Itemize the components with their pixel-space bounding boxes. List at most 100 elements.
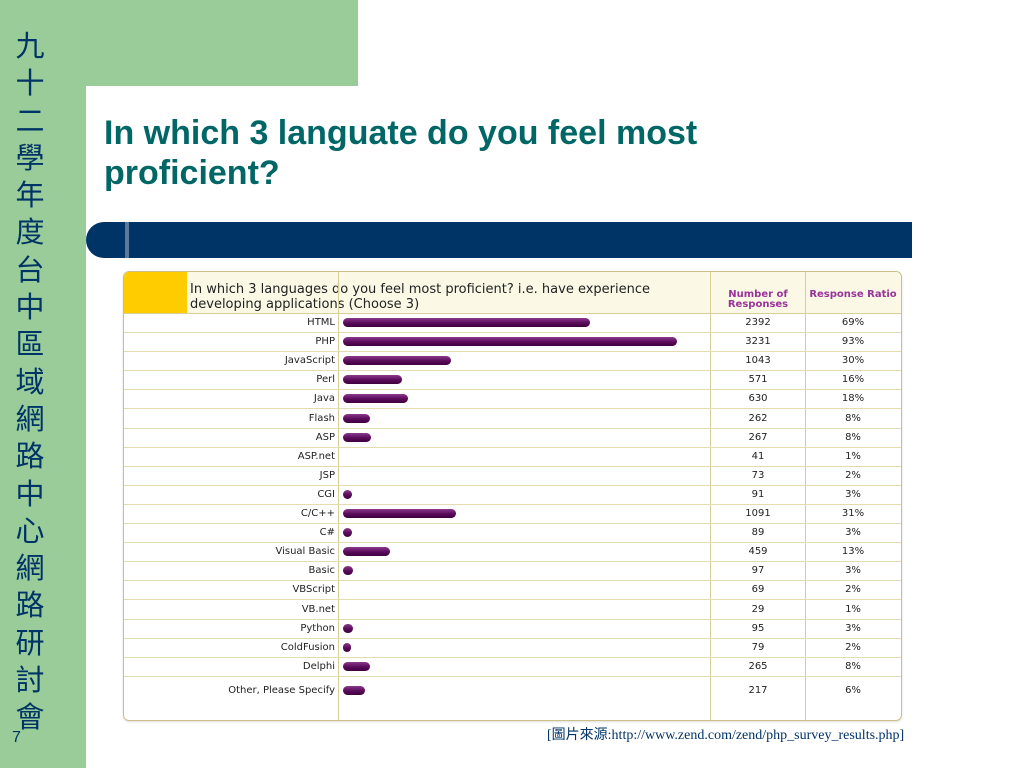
response-count: 97: [751, 565, 765, 577]
category-label: ColdFusion: [280, 641, 335, 653]
response-count: 262: [748, 412, 768, 424]
category-label: Flash: [308, 412, 335, 424]
response-ratio: 13%: [841, 546, 865, 558]
response-count: 73: [751, 469, 765, 481]
category-label: JavaScript: [284, 355, 335, 367]
chart-row: ASP 267 8%: [124, 428, 901, 448]
bar-asp: [343, 432, 371, 442]
response-ratio: 2%: [845, 641, 861, 653]
vertical-title-char: 域: [15, 364, 45, 399]
bar-java: [343, 394, 409, 404]
header-swatch: [124, 272, 187, 313]
chart-row: HTML 2392 69%: [124, 313, 901, 333]
response-count: 89: [751, 527, 765, 539]
image-source-caption: [圖片來源:http://www.zend.com/zend/php_surve…: [547, 728, 905, 743]
response-ratio: 69%: [841, 317, 865, 328]
bar-flash: [343, 413, 371, 423]
chart-row: Visual Basic 459 13%: [124, 542, 901, 563]
response-ratio: 8%: [845, 660, 861, 672]
response-count: 459: [748, 546, 768, 558]
chart-row: VB.net 29 1%: [124, 600, 901, 620]
chart-row: C/C++ 1091 31%: [124, 504, 901, 524]
category-label: CGI: [317, 488, 335, 500]
response-ratio: 3%: [845, 488, 861, 500]
response-ratio: 1%: [845, 603, 861, 615]
vertical-title-char: 路: [15, 439, 45, 474]
response-count: 41: [751, 450, 765, 462]
category-label: Java: [313, 393, 335, 405]
vertical-title-char: 區: [15, 327, 45, 362]
response-count: 571: [748, 374, 768, 386]
category-label: C#: [319, 527, 335, 539]
vertical-title-char: 網: [15, 551, 45, 586]
vertical-title-char: 路: [15, 588, 45, 623]
survey-question: In which 3 languages do you feel most pr…: [190, 282, 651, 312]
response-ratio: 3%: [845, 527, 861, 539]
response-count: 29: [751, 603, 765, 615]
category-label: ASP: [315, 431, 335, 443]
bar-notch: [125, 222, 129, 258]
chart-row: C# 89 3%: [124, 523, 901, 544]
bar-delphi: [343, 661, 371, 671]
vertical-title-char: 中: [15, 476, 45, 511]
chart-row: ASP.net 41 1%: [124, 447, 901, 467]
category-label: VB.net: [301, 603, 335, 615]
vertical-conference-title: 九十二學年度台中區域網路中心網路研討會: [10, 28, 50, 737]
column-divider: [805, 272, 806, 720]
bar-basic: [343, 566, 354, 576]
bar-visual-basic: [343, 547, 391, 557]
bar-cgi: [343, 489, 353, 499]
chart-row: ColdFusion 79 2%: [124, 638, 901, 658]
vertical-title-char: 研: [15, 625, 45, 660]
response-ratio: 1%: [845, 450, 861, 462]
vertical-title-char: 網: [15, 401, 45, 436]
bar-c-c: [343, 509, 456, 518]
survey-results-chart: In which 3 languages do you feel most pr…: [123, 271, 902, 721]
chart-row: Perl 571 16%: [124, 370, 901, 391]
chart-row: JSP 73 2%: [124, 466, 901, 486]
response-count: 267: [748, 431, 768, 443]
response-ratio: 3%: [845, 565, 861, 577]
response-ratio: 18%: [841, 393, 865, 405]
response-ratio: 2%: [845, 469, 861, 481]
vertical-title-char: 二: [15, 103, 45, 138]
category-label: Python: [300, 622, 335, 634]
bar-c: [343, 528, 353, 538]
column-divider: [710, 272, 711, 720]
vertical-title-char: 中: [15, 290, 45, 325]
chart-row: Java 630 18%: [124, 389, 901, 410]
vertical-title-char: 學: [15, 140, 45, 175]
ratio-column-header: Response Ratio: [809, 289, 897, 300]
category-label: ASP.net: [297, 450, 335, 462]
category-label: PHP: [315, 336, 335, 348]
response-count: 1043: [745, 355, 771, 367]
chart-row: Other, Please Specify 217 6%: [124, 676, 901, 703]
response-count: 69: [751, 584, 765, 596]
top-band: [86, 0, 358, 86]
response-count: 91: [751, 488, 765, 500]
bar-php: [343, 337, 678, 347]
response-ratio: 2%: [845, 584, 861, 596]
category-label: Basic: [308, 565, 335, 577]
response-ratio: 6%: [845, 684, 861, 696]
vertical-title-char: 十: [15, 66, 45, 101]
response-count: 1091: [745, 508, 771, 519]
chart-row: Flash 262 8%: [124, 409, 901, 429]
category-label: C/C++: [300, 508, 335, 519]
vertical-title-char: 會: [15, 700, 45, 735]
chart-row: CGI 91 3%: [124, 485, 901, 505]
category-label: Other, Please Specify: [228, 684, 335, 696]
sidebar-band: [0, 0, 86, 768]
category-label: Visual Basic: [275, 546, 335, 558]
count-column-header: Number of Responses: [727, 289, 789, 310]
response-count: 217: [748, 684, 768, 696]
chart-row: PHP 3231 93%: [124, 332, 901, 353]
category-label: VBScript: [292, 584, 335, 596]
category-label: Perl: [316, 374, 335, 386]
vertical-title-char: 度: [15, 215, 45, 250]
response-ratio: 8%: [845, 412, 861, 424]
column-divider: [338, 272, 339, 720]
response-ratio: 8%: [845, 431, 861, 443]
response-count: 79: [751, 641, 765, 653]
response-count: 265: [748, 660, 768, 672]
